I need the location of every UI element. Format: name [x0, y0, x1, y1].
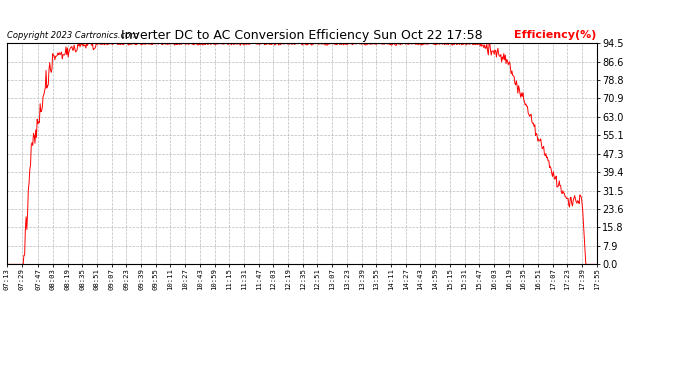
Text: Efficiency(%): Efficiency(%): [515, 30, 597, 40]
Text: Copyright 2023 Cartronics.com: Copyright 2023 Cartronics.com: [8, 31, 139, 40]
Title: Inverter DC to AC Conversion Efficiency Sun Oct 22 17:58: Inverter DC to AC Conversion Efficiency …: [121, 29, 483, 42]
